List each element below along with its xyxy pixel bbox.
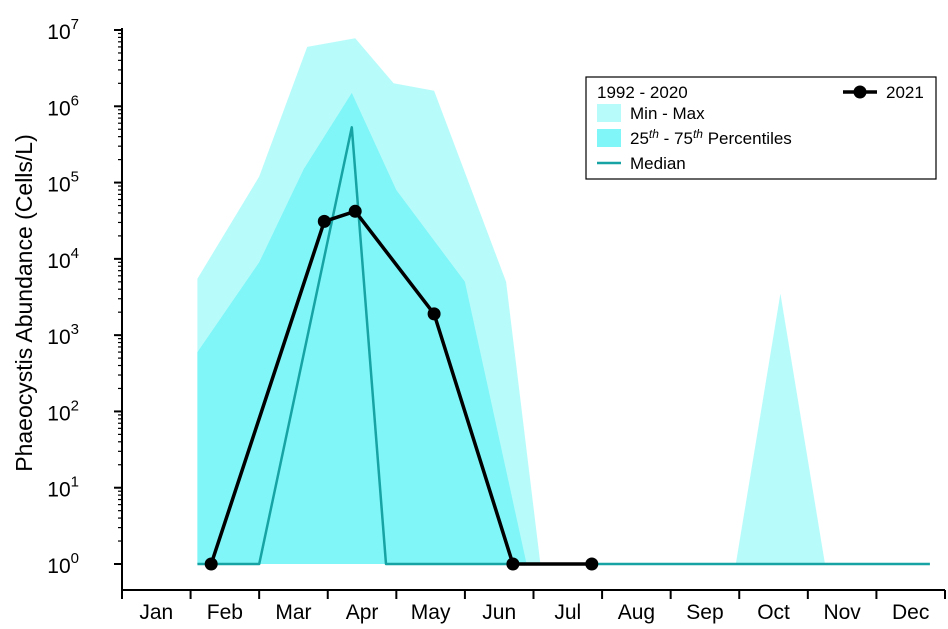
x-tick-label-dec: Dec [892, 601, 929, 624]
legend-box [585, 76, 937, 180]
x-tick-label-aug: Aug [618, 601, 655, 624]
legend-2021-marker [853, 85, 867, 99]
x-tick-label-may: May [411, 601, 451, 624]
x-tick-label-apr: Apr [346, 601, 379, 624]
legend-minmax-swatch [597, 104, 621, 122]
y-tick-label-7: 107 [47, 16, 79, 44]
legend-group-title: 1992 - 2020 [597, 83, 688, 102]
y-tick-label-6: 106 [47, 92, 79, 120]
series-2021-point-2 [348, 204, 362, 218]
legend-median-label: Median [630, 154, 686, 173]
y-tick-label-4: 104 [47, 245, 79, 273]
series-2021-point-5 [585, 557, 599, 571]
y-tick-label-2: 102 [47, 397, 79, 425]
series-2021-line [209, 209, 592, 566]
y-tick-label-0: 100 [47, 550, 79, 578]
legend: 1992 - 2020 2021 Min - Max 25th - 75th Perc… [585, 76, 937, 180]
legend-pct-swatch [597, 129, 621, 147]
legend-minmax-label: Min - Max [630, 104, 705, 123]
x-tick-label-feb: Feb [207, 601, 243, 624]
series-2021-point-4 [506, 557, 520, 571]
percentile-band [197, 92, 527, 565]
x-tick-label-jan: Jan [139, 601, 173, 624]
y-tick-label-5: 105 [47, 169, 79, 197]
y-tick-label-3: 103 [47, 321, 79, 349]
line-layer [197, 126, 930, 571]
min-max-band-autumn-peak [735, 293, 825, 564]
y-axis-label: Phaeocystis Abundance (Cells/L) [11, 134, 37, 472]
area-layer [197, 38, 930, 565]
series-2021-point-1 [317, 214, 331, 228]
x-tick-label-jul: Jul [554, 601, 581, 624]
legend-2021-label: 2021 [886, 83, 924, 102]
legend-pct-label: 25th - 75th Percentiles [630, 127, 792, 148]
x-tick-label-mar: Mar [275, 601, 311, 624]
axes-layer: 100 101 102 103 104 105 106 107 Jan Feb Mar Apr May J… [47, 16, 946, 624]
series-2021-point-3 [427, 307, 441, 321]
x-tick-label-nov: Nov [823, 601, 861, 624]
x-tick-label-sep: Sep [686, 601, 723, 624]
series-2021-point-0 [204, 557, 218, 571]
x-tick-label-oct: Oct [757, 601, 790, 624]
x-tick-label-jun: Jun [482, 601, 516, 624]
y-tick-label-1: 101 [47, 474, 79, 502]
